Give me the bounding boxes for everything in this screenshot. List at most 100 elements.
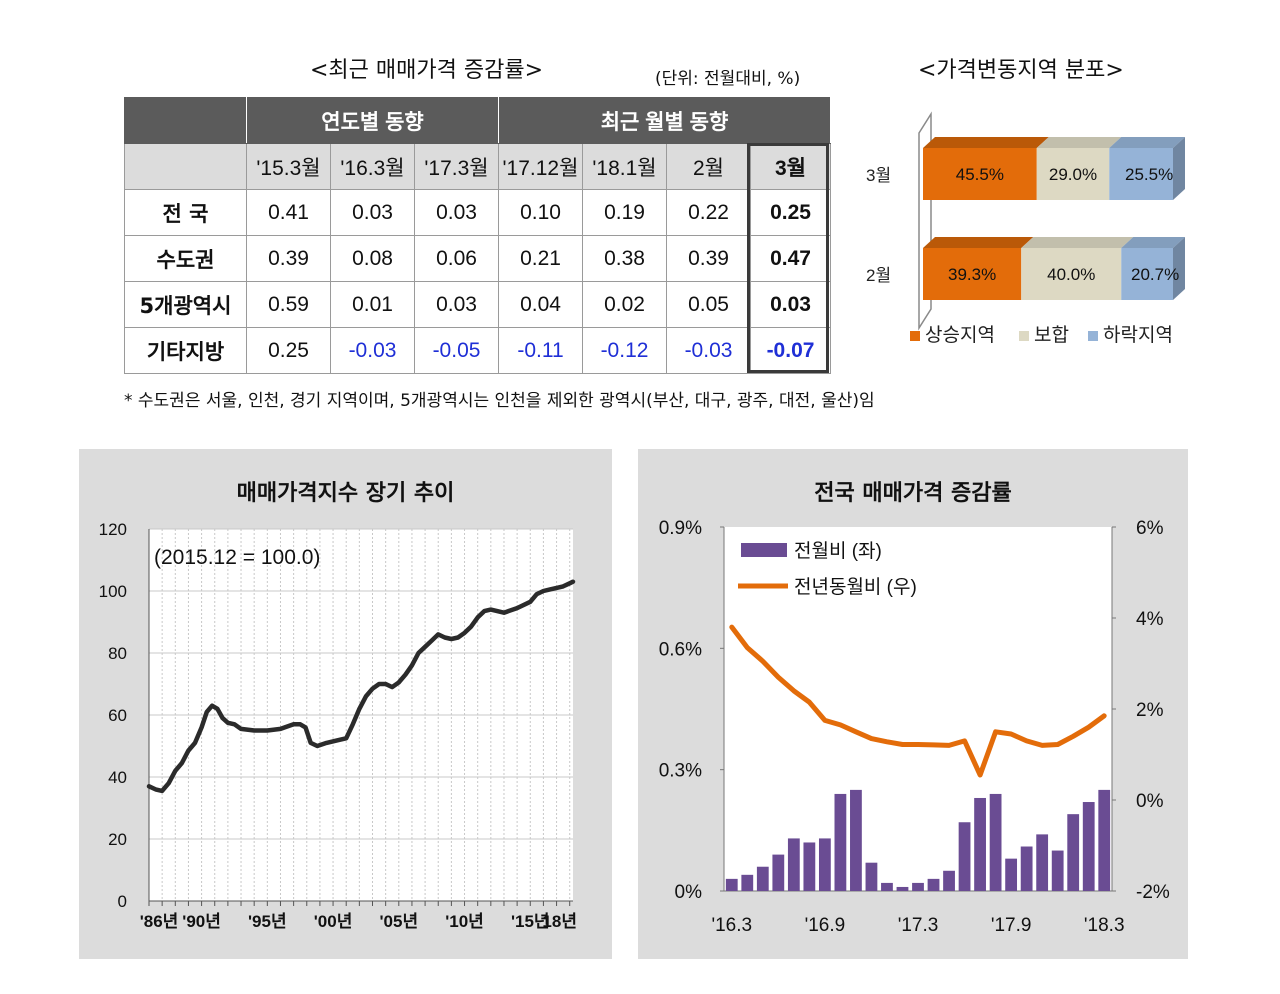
bar-mark (818, 838, 831, 891)
column-header: '16.3월 (330, 143, 415, 190)
bar-mark (834, 793, 847, 891)
x-tick-label: '16.9 (805, 915, 846, 936)
column-header-row: '15.3월 '16.3월 '17.3월 '17.12월 '18.1월 2월 3… (124, 143, 831, 190)
group-header-yearly: 연도별 동향 (246, 97, 499, 144)
table-footnote: * 수도권은 서울, 인천, 경기 지역이며, 5개광역시는 인천을 제외한 광… (124, 391, 875, 411)
x-tick-label: '10년 (445, 912, 484, 931)
blank-corner (124, 97, 247, 144)
cell-latest: -0.07 (750, 327, 831, 374)
annotation: (2015.12 = 100.0) (154, 546, 320, 569)
row-label: 기타지방 (124, 327, 247, 374)
bar-mark (741, 874, 754, 891)
category-label: 2월 (866, 266, 891, 285)
legend-label: 전년동월비 (우) (794, 576, 917, 598)
cell-latest: 0.47 (750, 235, 831, 282)
x-tick-label: '15년 (511, 912, 550, 931)
column-header: '15.3월 (246, 143, 331, 190)
bar-segment (923, 148, 1037, 200)
cell-latest: 0.03 (750, 281, 831, 328)
bar-segment (1021, 248, 1122, 300)
rate-chart-title: 전국 매매가격 증감률 (814, 481, 1012, 506)
plot-area (724, 527, 1112, 891)
row-label: 5개광역시 (124, 281, 247, 328)
bar-mark (943, 870, 955, 891)
data-label: 29.0% (1049, 165, 1097, 184)
cell: 0.41 (246, 189, 331, 236)
bar-mark (772, 854, 785, 891)
cell: 0.19 (582, 189, 667, 236)
x-tick-label: '00년 (314, 912, 353, 931)
bar-mark (881, 882, 893, 891)
bar-mark (850, 789, 862, 891)
x-tick-label: '95년 (248, 912, 287, 931)
table-row: 5개광역시 0.59 0.01 0.03 0.04 0.02 0.05 0.03 (124, 281, 831, 328)
y-tick-label: 0 (118, 892, 127, 911)
index-chart-title: 매매가격지수 장기 추이 (236, 481, 455, 506)
bar-mark (1036, 834, 1049, 891)
bar-mark (1005, 858, 1018, 891)
y-tick-label: 40 (108, 768, 127, 787)
bar-mark (896, 886, 909, 891)
legend-label: 보합 (1034, 324, 1069, 346)
cell: 0.22 (666, 189, 751, 236)
y-tick-label: 100 (99, 582, 127, 601)
cell: 0.10 (498, 189, 583, 236)
cell: -0.11 (498, 327, 583, 374)
cell: -0.05 (414, 327, 499, 374)
data-label: 39.3% (948, 265, 996, 284)
group-header-row: 연도별 동향 최근 월별 동향 (124, 97, 831, 144)
y-tick-label: 120 (99, 520, 127, 539)
legend-label: 상승지역 (925, 324, 995, 346)
bar-mark (927, 878, 940, 891)
y-tick-label: 20 (108, 830, 127, 849)
bar-segment-side (1173, 137, 1185, 200)
bar-mark (974, 797, 986, 891)
column-header: '18.1월 (582, 143, 667, 190)
right-tick-label: 4% (1136, 609, 1164, 630)
legend-swatch-bar (741, 543, 787, 557)
bar-mark (1067, 814, 1080, 891)
x-tick-label: '17.9 (991, 915, 1032, 936)
bar-mark (1051, 850, 1064, 891)
cell-latest: 0.25 (750, 189, 831, 236)
column-header-latest: 3월 (750, 143, 831, 190)
bar-mark (1020, 846, 1033, 891)
bar-segment (1121, 248, 1173, 300)
legend-swatch (910, 331, 920, 341)
cell: 0.39 (666, 235, 751, 282)
y-tick-label: 60 (108, 706, 127, 725)
x-tick-label: '90년 (182, 912, 221, 931)
cell: 0.04 (498, 281, 583, 328)
blank-subheader (124, 143, 247, 190)
bar-segment-top (1121, 237, 1185, 248)
cell: -0.03 (666, 327, 751, 374)
index-chart: 0 20 40 60 80 100 120 '86년 '90년 '95년 '00년 '05년 '10년 '… (99, 520, 577, 931)
left-tick-label: 0.6% (659, 639, 702, 660)
bar-segment (923, 248, 1022, 300)
table-unit: (단위: 전월대비, %) (655, 69, 801, 89)
bar-mark (1098, 789, 1111, 891)
data-label: 45.5% (956, 165, 1004, 184)
data-label: 20.7% (1131, 265, 1179, 284)
bar-mark (803, 842, 816, 891)
cell: 0.03 (414, 189, 499, 236)
table-title: <최근 매매가격 증감률> (310, 58, 544, 83)
right-tick-label: -2% (1136, 882, 1170, 903)
rate-chart: 0% 0.3% 0.6% 0.9% -2% 0% 2% 4% 6% '16.3 '16.9 '17.3… (659, 518, 1170, 936)
x-tick-label: '17.3 (898, 915, 939, 936)
bar-mark (787, 838, 800, 891)
right-tick-label: 0% (1136, 791, 1164, 812)
x-tick-label: 18년 (542, 912, 577, 931)
yoy-series-line (729, 624, 1107, 778)
bar-mark (989, 793, 1002, 891)
bar-segment-top (1021, 237, 1134, 248)
data-label: 40.0% (1047, 265, 1095, 284)
bar-segment (1109, 148, 1173, 200)
back-wall (918, 111, 932, 331)
rate-table: 연도별 동향 최근 월별 동향 '15.3월 '16.3월 '17.3월 '17… (124, 97, 831, 374)
bar-mark (912, 882, 924, 891)
table-row: 전 국 0.41 0.03 0.03 0.10 0.19 0.22 0.25 (124, 189, 831, 236)
table-row: 수도권 0.39 0.08 0.06 0.21 0.38 0.39 0.47 (124, 235, 831, 282)
index-series-line (146, 579, 576, 794)
legend-label: 하락지역 (1103, 324, 1173, 346)
